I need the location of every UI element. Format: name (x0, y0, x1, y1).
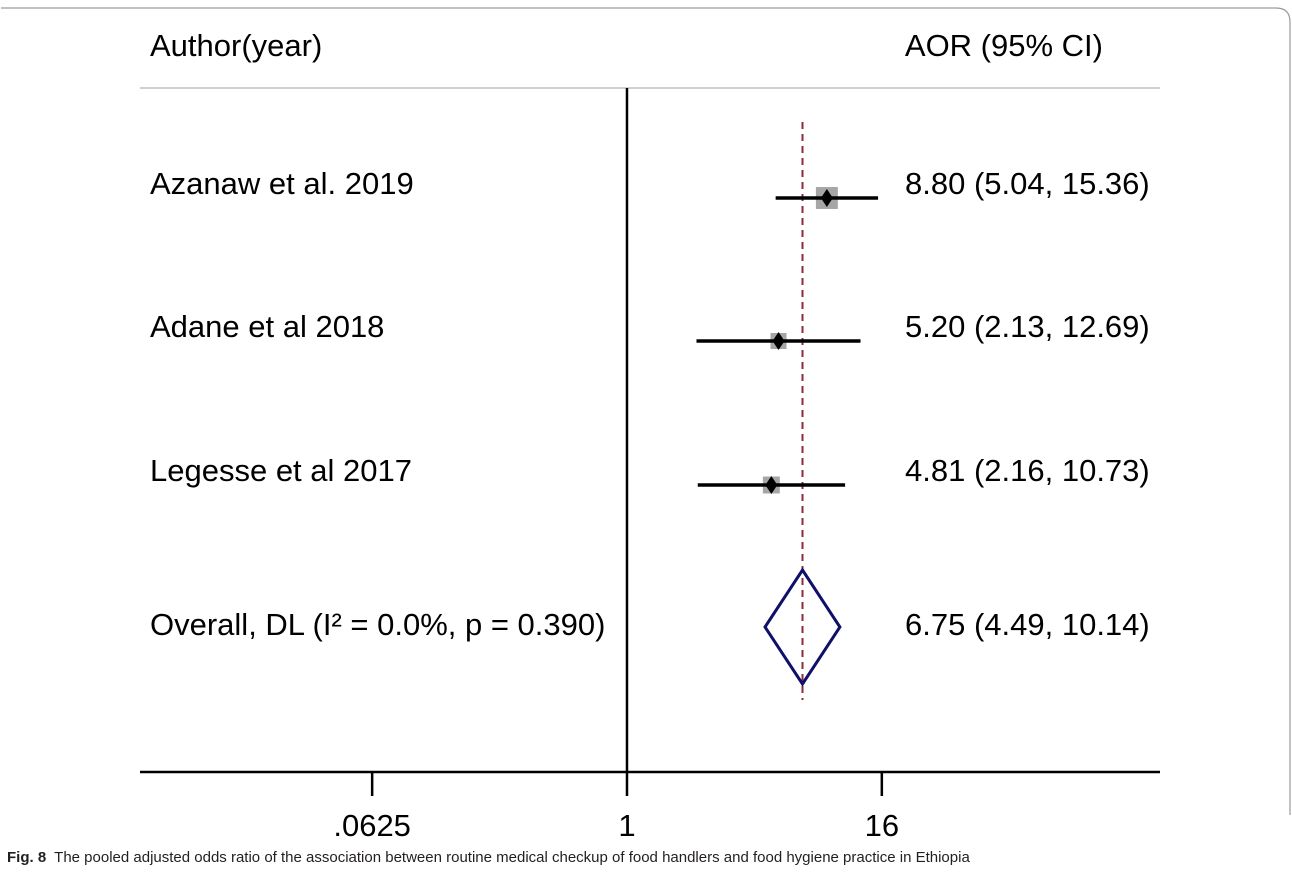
x-tick-label: .0625 (333, 808, 411, 843)
caption: Fig. 8 The pooled adjusted odds ratio of … (7, 849, 970, 866)
column-header: Author(year) (150, 28, 322, 63)
point-marker (820, 189, 833, 207)
caption-text: The pooled adjusted odds ratio of the as… (54, 849, 970, 866)
study-label: Azanaw et al. 2019 (150, 166, 414, 201)
x-tick-label: 16 (865, 808, 899, 843)
point-marker (765, 476, 778, 494)
overall-diamond (763, 567, 842, 687)
frame (1, 7, 1291, 815)
caption-label: Fig. 8 (7, 849, 46, 866)
x-tick-label: 1 (618, 808, 635, 843)
value-label: 6.75 (4.49, 10.14) (905, 607, 1150, 642)
value-label: 4.81 (2.16, 10.73) (905, 453, 1150, 488)
point-marker (772, 332, 785, 350)
study-label: Legesse et al 2017 (150, 453, 412, 488)
value-label: 8.80 (5.04, 15.36) (905, 166, 1150, 201)
column-header: AOR (95% CI) (905, 28, 1103, 63)
overall-label: Overall, DL (I² = 0.0%, p = 0.390) (150, 607, 605, 642)
value-label: 5.20 (2.13, 12.69) (905, 309, 1150, 344)
study-label: Adane et al 2018 (150, 309, 384, 344)
